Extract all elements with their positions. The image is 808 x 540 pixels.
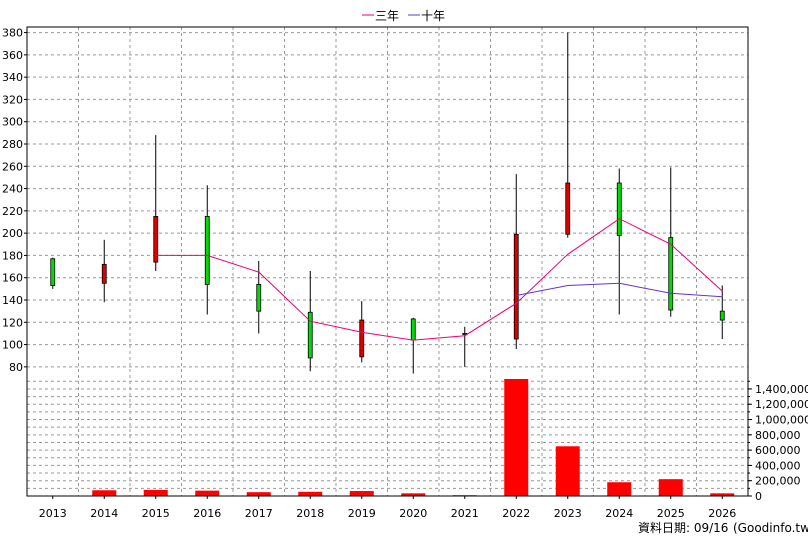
moving-average-lines <box>155 218 723 341</box>
x-tick-label: 2021 <box>451 507 479 520</box>
x-tick-label: 2020 <box>399 507 427 520</box>
candle-body-up <box>410 318 416 341</box>
volume-tick-label: 1,000,000 <box>755 414 808 427</box>
volume-bar <box>246 492 271 496</box>
price-tick-label: 120 <box>2 316 23 329</box>
price-tick-label: 200 <box>2 227 23 240</box>
x-tick-label: 2015 <box>142 507 170 520</box>
x-tick-label: 2016 <box>193 507 221 520</box>
volume-bar <box>555 446 580 496</box>
volume-bar <box>710 493 735 496</box>
x-tick-label: 2013 <box>39 507 67 520</box>
price-tick-label: 260 <box>2 160 23 173</box>
price-tick-label: 80 <box>9 361 23 374</box>
candle-body-up <box>204 216 210 285</box>
price-tick-label: 180 <box>2 249 23 262</box>
volume-bar <box>658 479 683 496</box>
x-tick-label: 2014 <box>90 507 118 520</box>
x-tick-label: 2022 <box>502 507 530 520</box>
volume-tick-label: 800,000 <box>755 429 801 442</box>
x-tick-label: 2019 <box>348 507 376 520</box>
grid-lines <box>27 27 748 496</box>
volume-bar <box>92 490 117 496</box>
candle-body-up <box>719 310 725 321</box>
x-tick-label: 2024 <box>605 507 633 520</box>
price-tick-label: 220 <box>2 205 23 218</box>
volume-bar <box>401 493 426 496</box>
price-tick-label: 360 <box>2 49 23 62</box>
volume-tick-label: 600,000 <box>755 444 801 457</box>
volume-bar <box>143 489 168 496</box>
source-date-label: 資料日期: 09/16 <box>638 521 728 535</box>
price-tick-label: 240 <box>2 183 23 196</box>
legend-label: 十年 <box>421 9 445 23</box>
legend: 三年 十年 <box>362 9 445 23</box>
price-tick-label: 380 <box>2 27 23 40</box>
plot-frame <box>26 26 749 497</box>
candle-body-down <box>153 216 159 263</box>
candle-body-down <box>513 233 519 340</box>
series-line <box>516 282 723 298</box>
price-tick-label: 160 <box>2 272 23 285</box>
x-tick-label: 2023 <box>554 507 582 520</box>
volume-tick-label: 200,000 <box>755 475 801 488</box>
candle-body-down <box>359 319 365 358</box>
candle-body-up <box>616 182 622 236</box>
volume-bars <box>92 379 735 496</box>
source-note: 資料日期: 09/16 (Goodinfo.tw) <box>638 521 808 535</box>
price-tick-label: 300 <box>2 116 23 129</box>
volume-bar <box>195 490 220 496</box>
x-tick-label: 2018 <box>296 507 324 520</box>
volume-bar <box>607 482 632 496</box>
volume-bar <box>298 491 323 496</box>
price-tick-label: 280 <box>2 138 23 151</box>
price-tick-label: 100 <box>2 339 23 352</box>
price-tick-label: 140 <box>2 294 23 307</box>
volume-bar <box>504 379 529 496</box>
x-tick-label: 2026 <box>708 507 736 520</box>
volume-tick-label: 400,000 <box>755 459 801 472</box>
candle-body-up <box>668 237 674 311</box>
volume-tick-label: 1,400,000 <box>755 383 808 396</box>
volume-bar <box>349 491 374 496</box>
candle-body-up <box>50 258 56 286</box>
candle-body-down <box>565 182 571 235</box>
axes: 80 100 120 140 160 180 200 220 240 260 280 300 320 34… <box>2 26 808 520</box>
x-tick-label: 2025 <box>657 507 685 520</box>
candle-body-up <box>307 311 313 359</box>
legend-label: 三年 <box>375 9 399 23</box>
volume-tick-label: 0 <box>755 490 762 503</box>
candle-body-up <box>256 283 262 312</box>
source-site-label: (Goodinfo.tw) <box>733 521 808 535</box>
price-tick-label: 340 <box>2 71 23 84</box>
candle-body-down <box>101 263 107 284</box>
series-line <box>155 218 723 341</box>
x-tick-label: 2017 <box>245 507 273 520</box>
price-tick-label: 320 <box>2 93 23 106</box>
volume-tick-label: 1,200,000 <box>755 398 808 411</box>
